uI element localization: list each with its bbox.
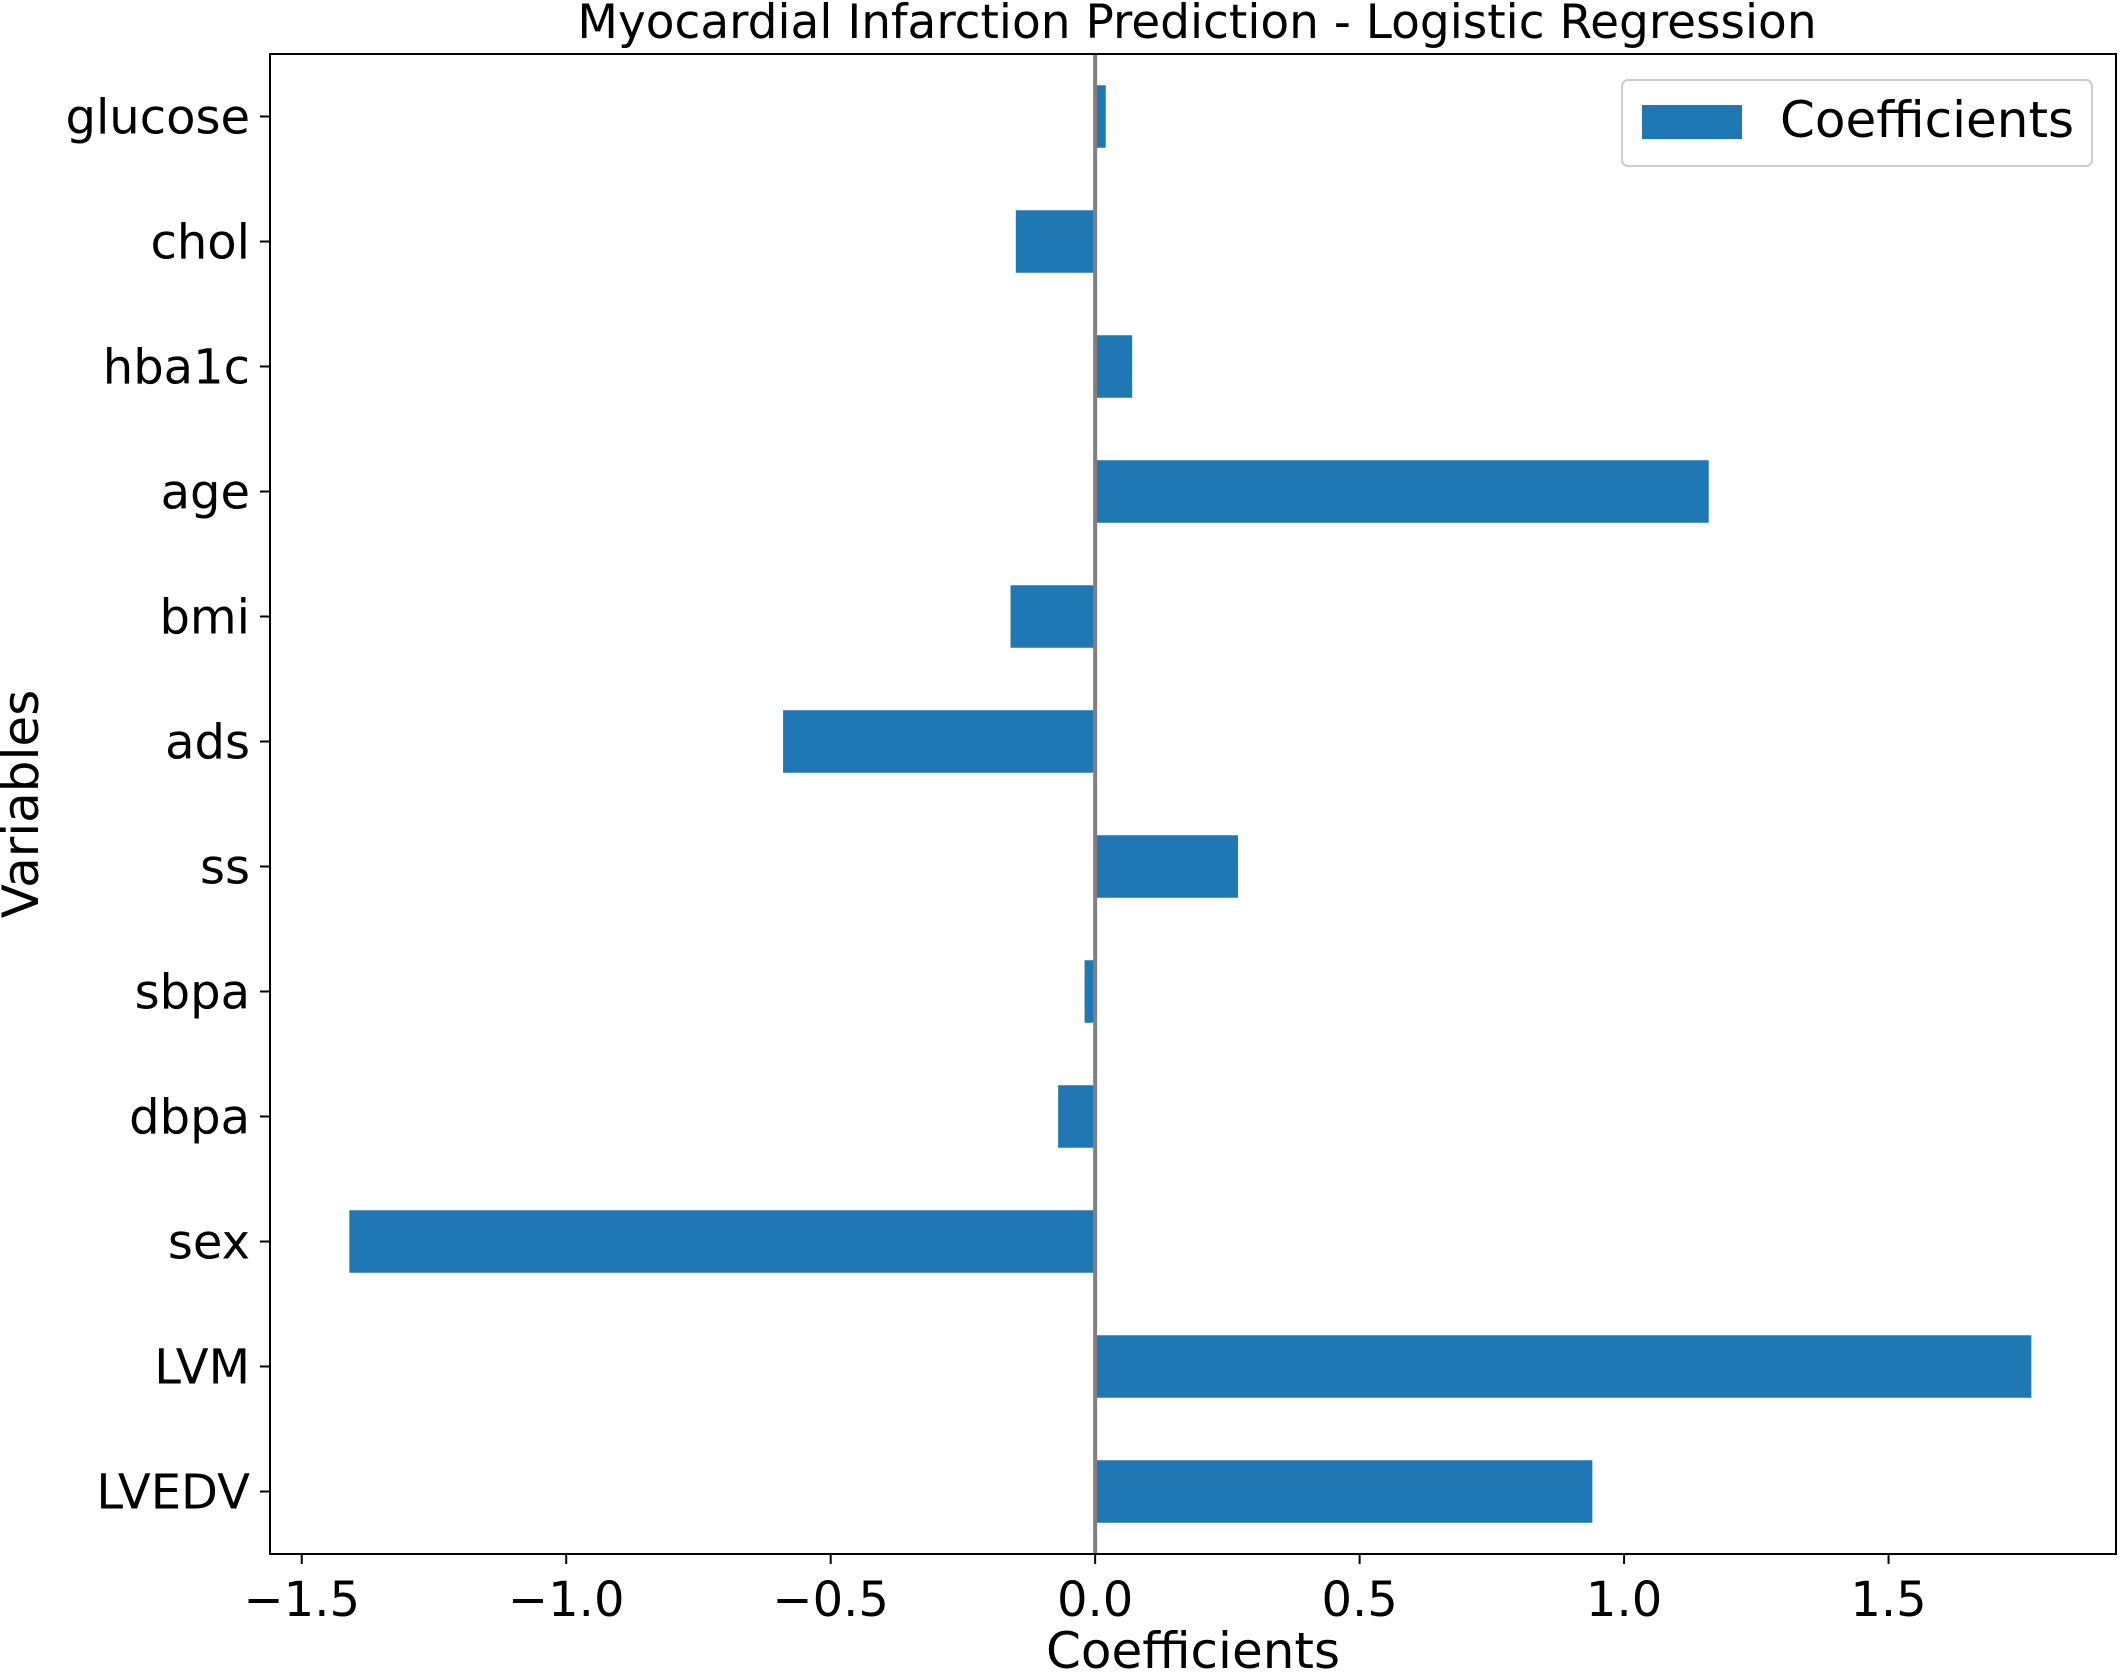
bar-lvm xyxy=(1095,1335,2032,1398)
y-tick-label-age: age xyxy=(161,465,250,521)
y-tick-label-sex: sex xyxy=(168,1215,250,1271)
x-tick-label: −1.0 xyxy=(508,1572,625,1628)
ticks-layer: LVEDV LVM sex dbpa sbpa ss ads bmi age hba1c chol g… xyxy=(65,90,1926,1629)
y-tick-label-lvm: LVM xyxy=(154,1340,250,1396)
y-tick-label-hba1c: hba1c xyxy=(103,340,250,396)
y-tick-label-bmi: bmi xyxy=(159,590,250,646)
y-tick-label-glucose: glucose xyxy=(65,90,250,146)
legend-label: Coefficients xyxy=(1780,91,2074,149)
bar-hba1c xyxy=(1095,335,1133,398)
x-tick-label: −1.5 xyxy=(243,1572,360,1628)
bar-ads xyxy=(783,710,1096,773)
y-tick-label-lvedv: LVEDV xyxy=(96,1465,250,1521)
legend: Coefficients xyxy=(1621,79,2093,167)
y-tick-label-ss: ss xyxy=(200,840,250,896)
bar-chol xyxy=(1015,210,1096,273)
bar-sbpa xyxy=(1084,960,1096,1023)
bar-glucose xyxy=(1095,85,1106,148)
y-tick-label-chol: chol xyxy=(150,215,250,271)
bar-dbpa xyxy=(1058,1085,1096,1148)
y-axis-title: Variables xyxy=(0,690,50,919)
x-tick-label: 0.0 xyxy=(1057,1572,1133,1628)
x-tick-label: 0.5 xyxy=(1321,1572,1397,1628)
bar-ss xyxy=(1095,835,1238,898)
x-tick-label: 1.5 xyxy=(1850,1572,1926,1628)
legend-frame xyxy=(1621,79,2093,167)
x-tick-label: −0.5 xyxy=(772,1572,889,1628)
bar-sex xyxy=(349,1210,1096,1273)
bar-age xyxy=(1095,460,1709,523)
x-axis-title: Coefficients xyxy=(1046,1622,1340,1673)
y-tick-label-dbpa: dbpa xyxy=(129,1090,250,1146)
chart-title: Myocardial Infarction Prediction - Logis… xyxy=(577,0,1816,50)
y-tick-label-ads: ads xyxy=(165,715,250,771)
bar-bmi xyxy=(1010,585,1096,648)
legend-swatch xyxy=(1642,105,1742,139)
bar-lvedv xyxy=(1095,1460,1593,1523)
y-tick-label-sbpa: sbpa xyxy=(135,965,250,1021)
bars-layer xyxy=(349,85,2032,1523)
x-tick-label: 1.0 xyxy=(1586,1572,1662,1628)
plot-frame xyxy=(269,53,2117,1555)
